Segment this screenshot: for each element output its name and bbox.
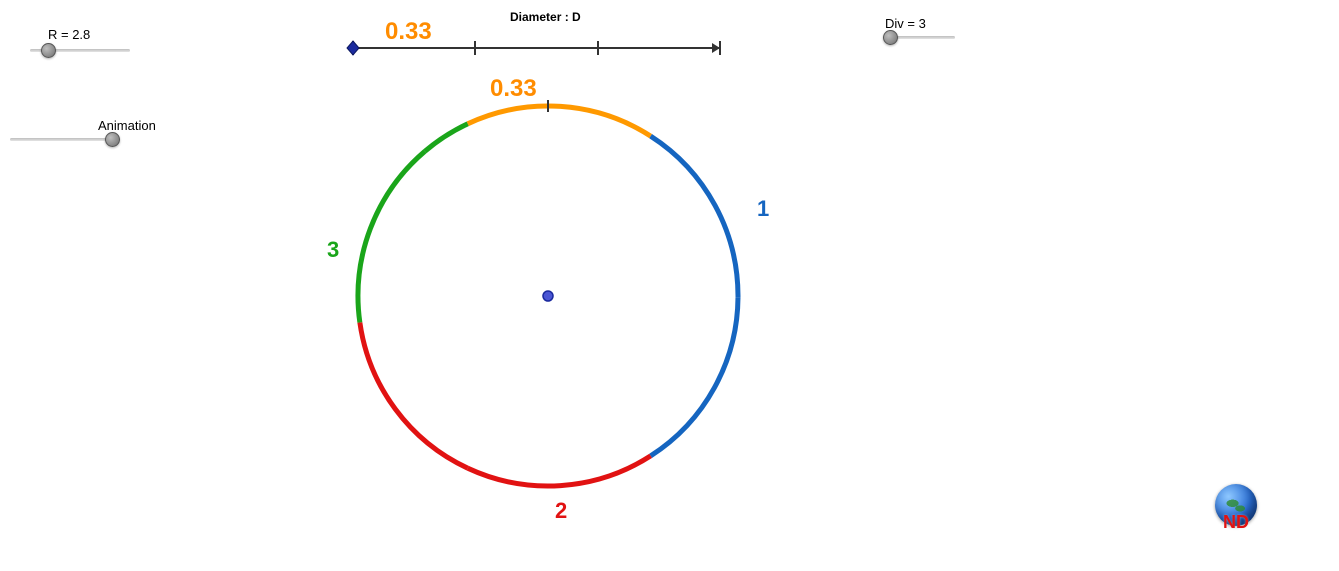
circle-arc — [651, 297, 738, 456]
diameter-line-arrow — [712, 43, 720, 53]
circle-arc — [425, 124, 468, 152]
arc-label-2: 2 — [555, 498, 567, 524]
diameter-point[interactable] — [347, 41, 359, 55]
arc-label-1: 1 — [757, 196, 769, 222]
circle-center-point[interactable] — [543, 291, 553, 301]
circle-arc — [360, 322, 468, 468]
circle-arc — [358, 151, 425, 322]
arc-label-3: 3 — [327, 237, 339, 263]
circle-arc — [468, 456, 651, 486]
logo-text: ND — [1223, 512, 1249, 533]
circle-arc — [651, 136, 738, 297]
geometry-canvas — [0, 0, 1339, 571]
circle-arc — [468, 106, 651, 136]
